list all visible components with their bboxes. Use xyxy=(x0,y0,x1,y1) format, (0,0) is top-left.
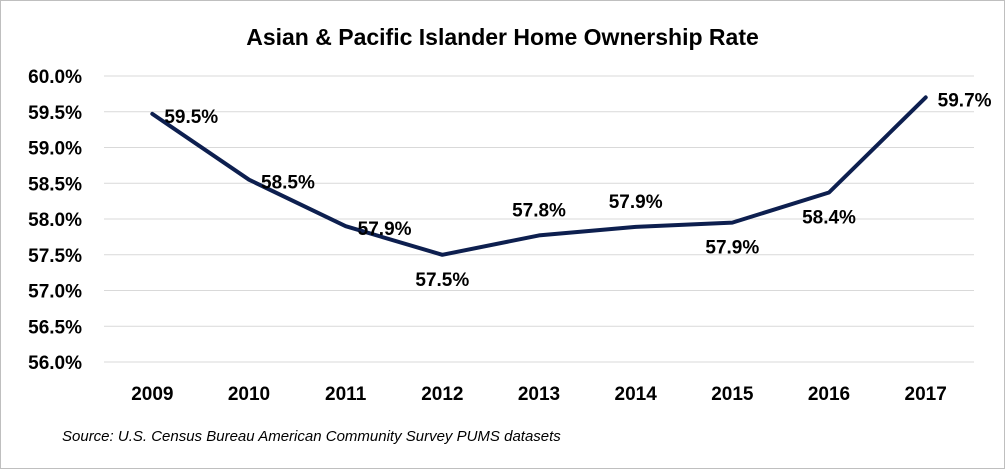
data-label: 57.5% xyxy=(415,270,469,291)
data-label: 57.9% xyxy=(705,238,759,259)
data-label: 57.8% xyxy=(512,200,566,221)
y-tick-label: 57.0% xyxy=(28,282,82,303)
y-tick-label: 60.0% xyxy=(28,67,82,88)
x-tick-label: 2017 xyxy=(905,384,947,405)
grid-lines xyxy=(104,75,974,363)
y-tick-label: 58.5% xyxy=(28,174,82,195)
source-note: Source: U.S. Census Bureau American Comm… xyxy=(62,428,561,445)
data-label: 58.4% xyxy=(802,208,856,229)
x-tick-label: 2015 xyxy=(711,384,754,405)
data-label: 59.5% xyxy=(164,107,218,128)
data-label: 59.7% xyxy=(938,90,992,111)
y-tick-label: 59.0% xyxy=(28,139,82,160)
chart-title: Asian & Pacific Islander Home Ownership … xyxy=(246,24,759,50)
label-layer: 56.0% 56.5% 57.0% 57.5% 58.0% 58.5% 59.0% 59.5%… xyxy=(28,67,992,405)
data-label: 57.9% xyxy=(358,219,412,240)
data-label: 57.9% xyxy=(609,192,663,213)
x-tick-label: 2012 xyxy=(421,384,463,405)
y-tick-label: 57.5% xyxy=(28,246,82,267)
y-tick-label: 56.5% xyxy=(28,317,82,338)
x-tick-label: 2010 xyxy=(228,384,270,405)
y-tick-label: 59.5% xyxy=(28,103,82,124)
data-label: 58.5% xyxy=(261,173,315,194)
x-tick-label: 2009 xyxy=(131,384,173,405)
series-line-layer xyxy=(150,95,928,257)
x-tick-label: 2011 xyxy=(325,384,367,405)
y-tick-label: 56.0% xyxy=(28,353,82,374)
series-line xyxy=(150,95,928,257)
x-tick-label: 2016 xyxy=(808,384,850,405)
x-tick-label: 2013 xyxy=(518,384,560,405)
y-tick-label: 58.0% xyxy=(28,210,82,231)
x-tick-label: 2014 xyxy=(615,384,658,405)
